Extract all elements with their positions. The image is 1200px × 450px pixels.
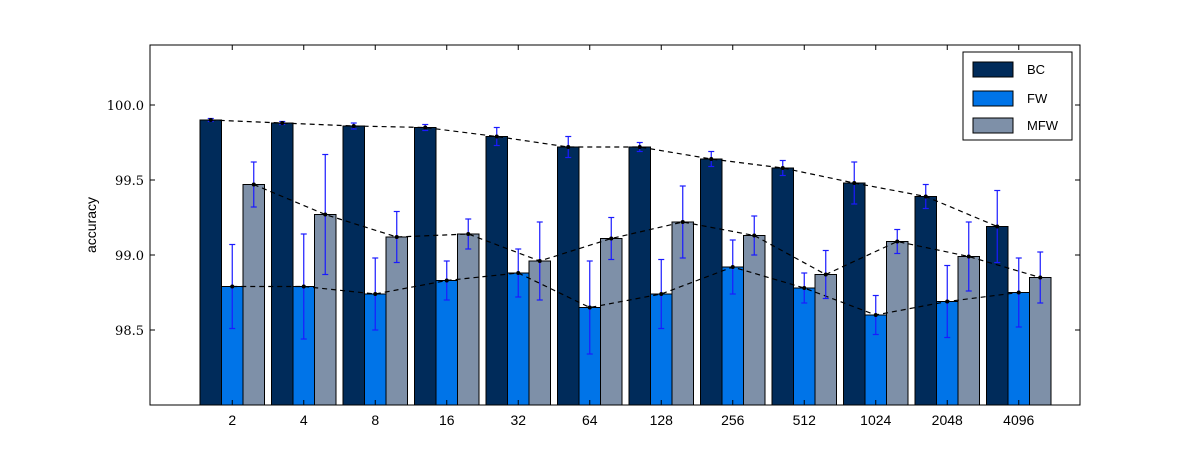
mean-marker-fw-2 <box>230 284 235 289</box>
mean-marker-fw-256 <box>730 265 735 269</box>
bar-bc-1024 <box>843 182 866 406</box>
mean-marker-fw-512 <box>802 286 807 290</box>
mean-marker-fw-4096 <box>1016 290 1021 295</box>
bar-bc-64 <box>557 146 580 406</box>
axes-frame <box>149 44 1081 406</box>
x-tick-label: 512 <box>793 412 817 428</box>
x-tick-label: 2048 <box>932 412 963 428</box>
bar-bc-512 <box>771 167 794 406</box>
mean-marker-bc-8 <box>351 124 356 128</box>
mean-marker-fw-128 <box>659 292 664 296</box>
mean-marker-mfw-512 <box>823 272 828 277</box>
bar-bc-32 <box>485 136 508 406</box>
y-tick-label: 99.5 <box>115 174 144 189</box>
bar-bc-4 <box>271 122 294 406</box>
x-tick-label: 16 <box>439 412 455 428</box>
mean-marker-bc-32 <box>494 134 499 139</box>
legend-label-bc: BC <box>1027 62 1045 77</box>
y-axis-label: accuracy <box>83 197 99 253</box>
mean-marker-mfw-4 <box>323 212 328 217</box>
mean-marker-mfw-128 <box>680 220 685 224</box>
bar-mfw-64 <box>600 238 623 406</box>
mean-marker-mfw-2 <box>251 182 256 187</box>
mean-marker-mfw-4096 <box>1038 275 1043 280</box>
x-tick-label: 256 <box>721 412 745 428</box>
x-tick-label: 128 <box>650 412 674 428</box>
legend-label-fw: FW <box>1027 91 1048 106</box>
bar-bc-256 <box>700 158 723 406</box>
plot-area: 98.5 99.0 99.5 100.0 2 4 8 16 32 64 128 256 512 1024 2… <box>107 45 1080 428</box>
bar-mfw-256 <box>743 235 766 406</box>
x-tick-label: 1024 <box>860 412 891 428</box>
bar-mfw-16 <box>457 233 480 406</box>
x-tick-label: 4096 <box>1003 412 1034 428</box>
legend-label-mfw: MFW <box>1027 118 1059 133</box>
mean-marker-fw-1024 <box>873 313 878 317</box>
mean-marker-fw-2048 <box>945 299 950 304</box>
mean-marker-bc-128 <box>637 145 642 149</box>
y-tick-label: 100.0 <box>107 99 144 114</box>
mean-marker-bc-4 <box>280 121 285 125</box>
mean-marker-fw-4 <box>301 284 306 289</box>
bar-mfw-1024 <box>886 241 909 406</box>
mean-marker-mfw-256 <box>752 233 757 238</box>
mean-marker-fw-32 <box>516 271 521 275</box>
mean-marker-bc-4096 <box>995 224 1000 229</box>
mean-marker-mfw-8 <box>394 235 399 239</box>
legend-swatch-bc <box>972 61 1014 78</box>
mean-marker-bc-512 <box>780 166 785 170</box>
mean-marker-mfw-16 <box>466 232 471 236</box>
bar-bc-8 <box>342 125 365 406</box>
mean-marker-mfw-32 <box>537 259 542 263</box>
mean-marker-bc-64 <box>566 145 571 149</box>
mean-marker-bc-2 <box>208 118 213 122</box>
x-tick-label: 8 <box>371 412 379 428</box>
mean-marker-fw-16 <box>444 278 449 283</box>
trend-line-mfw <box>253 183 1041 279</box>
mean-marker-mfw-64 <box>609 236 614 241</box>
legend-swatch-fw <box>972 90 1014 107</box>
mean-marker-bc-1024 <box>852 181 857 185</box>
trend-line-fw <box>232 266 1019 316</box>
mean-marker-bc-16 <box>423 125 428 130</box>
mean-marker-mfw-1024 <box>895 239 900 244</box>
x-tick-label: 2 <box>228 412 236 428</box>
mean-marker-mfw-2048 <box>966 254 971 259</box>
bar-bc-128 <box>628 146 651 406</box>
bar-bc-2048 <box>914 196 937 406</box>
bar-mfw-2 <box>242 184 265 406</box>
bar-bc-16 <box>414 127 437 406</box>
x-tick-label: 64 <box>582 412 598 428</box>
y-tick-label: 98.5 <box>115 324 144 339</box>
x-tick-label: 32 <box>510 412 526 428</box>
bar-fw-512 <box>793 287 816 406</box>
mean-marker-bc-256 <box>709 157 714 161</box>
y-tick-label: 99.0 <box>115 249 144 264</box>
legend: BC FW MFW <box>962 51 1073 141</box>
bar-bc-2 <box>199 119 222 406</box>
legend-swatch-mfw <box>972 117 1014 134</box>
mean-marker-bc-2048 <box>923 194 928 199</box>
trend-line-bc <box>210 119 998 228</box>
mean-marker-fw-64 <box>587 305 592 310</box>
x-tick-label: 4 <box>300 412 308 428</box>
mean-marker-fw-8 <box>373 292 378 296</box>
